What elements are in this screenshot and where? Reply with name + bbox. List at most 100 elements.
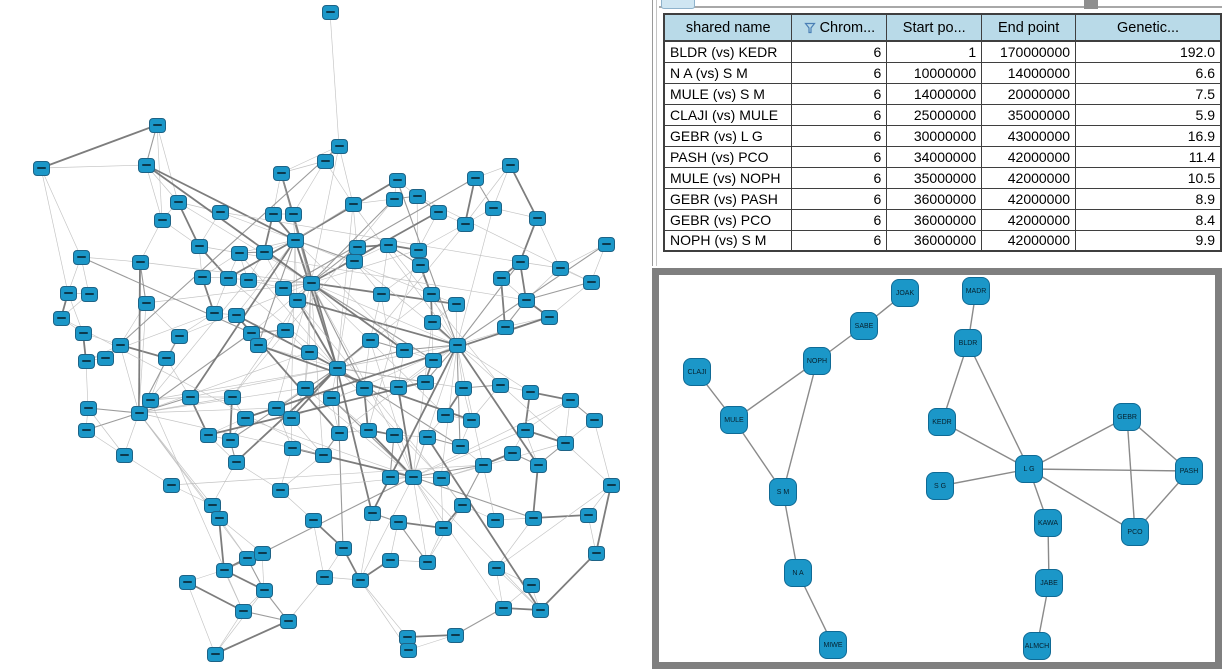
subnetwork-node-sabe[interactable]: SABE: [850, 312, 878, 340]
table-row[interactable]: CLAJI (vs) MULE 6 25000000 35000000 5.9: [663, 103, 1222, 126]
column-header-3[interactable]: End point: [981, 13, 1077, 42]
network-node[interactable]: [255, 582, 273, 598]
network-node[interactable]: [585, 412, 603, 428]
network-node[interactable]: [141, 392, 159, 408]
table-cell[interactable]: 6.6: [1075, 61, 1222, 84]
network-node[interactable]: [199, 427, 217, 443]
table-row[interactable]: GEBR (vs) PCO 6 36000000 42000000 8.4: [663, 208, 1222, 231]
table-cell[interactable]: 30000000: [886, 124, 983, 147]
network-node[interactable]: [74, 325, 92, 341]
network-node[interactable]: [389, 514, 407, 530]
network-node[interactable]: [524, 510, 542, 526]
table-cell[interactable]: 6: [791, 166, 888, 189]
network-node[interactable]: [466, 170, 484, 186]
network-node[interactable]: [80, 286, 98, 302]
column-header-1[interactable]: Chrom...: [791, 13, 888, 42]
table-cell[interactable]: 34000000: [886, 145, 983, 168]
network-node[interactable]: [496, 319, 514, 335]
subnetwork-node-miwe[interactable]: MIWE: [819, 631, 847, 659]
table-cell[interactable]: 6: [791, 103, 888, 126]
table-cell[interactable]: 5.9: [1075, 103, 1222, 126]
network-node[interactable]: [206, 646, 224, 662]
table-row[interactable]: MULE (vs) NOPH 6 35000000 42000000 10.5: [663, 166, 1222, 189]
network-node[interactable]: [205, 305, 223, 321]
network-node[interactable]: [321, 4, 339, 20]
network-node[interactable]: [283, 440, 301, 456]
table-cell[interactable]: 35000000: [981, 103, 1077, 126]
network-node[interactable]: [408, 188, 426, 204]
network-node[interactable]: [267, 400, 285, 416]
network-node[interactable]: [169, 194, 187, 210]
subnetwork-node-mule[interactable]: MULE: [720, 406, 748, 434]
network-node[interactable]: [234, 603, 252, 619]
table-row[interactable]: BLDR (vs) KEDR 6 1 170000000 192.0: [663, 40, 1222, 63]
network-node[interactable]: [395, 342, 413, 358]
subnetwork-node-kedr[interactable]: KEDR: [928, 408, 956, 436]
network-node[interactable]: [300, 344, 318, 360]
network-node[interactable]: [355, 380, 373, 396]
network-node[interactable]: [388, 172, 406, 188]
subnetwork-node-joak[interactable]: JOAK: [891, 279, 919, 307]
network-node[interactable]: [276, 322, 294, 338]
network-node[interactable]: [181, 389, 199, 405]
network-node[interactable]: [131, 254, 149, 270]
subnetwork-node-n-a[interactable]: N A: [784, 559, 812, 587]
network-node[interactable]: [385, 427, 403, 443]
table-cell[interactable]: 6: [791, 145, 888, 168]
network-node[interactable]: [230, 245, 248, 261]
network-node[interactable]: [587, 545, 605, 561]
table-row[interactable]: GEBR (vs) PASH 6 36000000 42000000 8.9: [663, 187, 1222, 210]
network-node[interactable]: [424, 352, 442, 368]
network-node[interactable]: [328, 360, 346, 376]
network-node[interactable]: [223, 389, 241, 405]
table-cell[interactable]: 6: [791, 61, 888, 84]
network-node[interactable]: [130, 405, 148, 421]
network-node[interactable]: [288, 292, 306, 308]
network-node[interactable]: [253, 545, 271, 561]
network-node[interactable]: [404, 469, 422, 485]
network-node[interactable]: [418, 554, 436, 570]
network-node[interactable]: [255, 244, 273, 260]
network-node[interactable]: [361, 332, 379, 348]
table-cell[interactable]: 42000000: [981, 145, 1077, 168]
network-node[interactable]: [531, 602, 549, 618]
network-node[interactable]: [503, 445, 521, 461]
network-node[interactable]: [215, 562, 233, 578]
column-header-2[interactable]: Start po...: [886, 13, 983, 42]
network-node[interactable]: [304, 512, 322, 528]
table-cell[interactable]: BLDR (vs) KEDR: [663, 40, 793, 63]
network-node[interactable]: [115, 447, 133, 463]
network-node[interactable]: [399, 642, 417, 658]
network-node[interactable]: [239, 272, 257, 288]
table-cell[interactable]: MULE (vs) NOPH: [663, 166, 793, 189]
network-node[interactable]: [322, 390, 340, 406]
network-node[interactable]: [314, 447, 332, 463]
network-node[interactable]: [579, 507, 597, 523]
network-node[interactable]: [296, 380, 314, 396]
table-cell[interactable]: 42000000: [981, 229, 1077, 252]
network-node[interactable]: [271, 482, 289, 498]
network-node[interactable]: [272, 165, 290, 181]
table-cell[interactable]: 192.0: [1075, 40, 1222, 63]
subnetwork-node-pash[interactable]: PASH: [1175, 457, 1203, 485]
table-cell[interactable]: 10.5: [1075, 166, 1222, 189]
network-node[interactable]: [486, 512, 504, 528]
network-node[interactable]: [451, 438, 469, 454]
table-cell[interactable]: 35000000: [886, 166, 983, 189]
table-row[interactable]: PASH (vs) PCO 6 34000000 42000000 11.4: [663, 145, 1222, 168]
network-node[interactable]: [330, 425, 348, 441]
network-node[interactable]: [474, 457, 492, 473]
network-node[interactable]: [597, 236, 615, 252]
network-node[interactable]: [448, 337, 466, 353]
network-node[interactable]: [389, 379, 407, 395]
subnetwork-node-jabe[interactable]: JABE: [1035, 569, 1063, 597]
table-cell[interactable]: 36000000: [886, 208, 983, 231]
network-node[interactable]: [282, 410, 300, 426]
table-cell[interactable]: 36000000: [886, 229, 983, 252]
network-node[interactable]: [157, 350, 175, 366]
table-cell[interactable]: CLAJI (vs) MULE: [663, 103, 793, 126]
network-node[interactable]: [462, 412, 480, 428]
network-node[interactable]: [582, 274, 600, 290]
network-node[interactable]: [351, 572, 369, 588]
network-node[interactable]: [516, 422, 534, 438]
